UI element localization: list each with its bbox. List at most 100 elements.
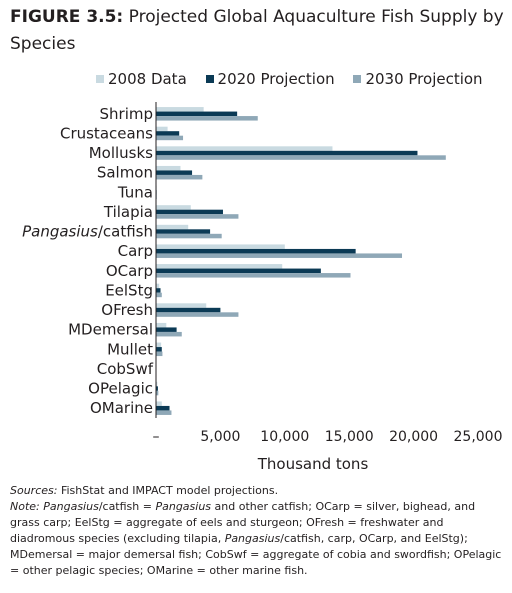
bar-2030-projection — [156, 273, 351, 278]
bar-2008-data — [156, 126, 168, 132]
x-tick-label: 10,000 — [260, 429, 309, 445]
bar-2020-projection — [156, 131, 180, 136]
legend-item-2008: 2008 Data — [96, 70, 192, 88]
bar-2030-projection — [156, 135, 184, 141]
note-label: Note: — [10, 500, 40, 513]
bar-2020-projection — [156, 150, 418, 156]
note-text-segment: Pangasius — [224, 532, 281, 545]
category-label-part: MDemersal — [68, 321, 153, 339]
bar-2008-data — [156, 303, 207, 308]
bar-2020-projection — [156, 209, 223, 215]
bar-2020-projection — [156, 170, 193, 175]
bar-2008-data — [156, 381, 158, 387]
category-label-part: Crustaceans — [60, 124, 153, 142]
category-label-part: Salmon — [97, 164, 153, 182]
category-label-part: Shrimp — [100, 105, 154, 123]
sources-line: Sources: FishStat and IMPACT model proje… — [10, 483, 505, 499]
category-label-part: Tilapia — [103, 203, 153, 221]
bar-2008-data — [156, 342, 162, 348]
legend-label-2020: 2020 Projection — [217, 70, 335, 88]
bar-2020-projection — [156, 229, 211, 234]
bar-2030-projection — [156, 351, 163, 357]
bar-2008-data — [156, 283, 160, 289]
figure-notes: Sources: FishStat and IMPACT model proje… — [10, 483, 505, 579]
bar-2020-projection — [156, 307, 221, 313]
x-tick-label: 25,000 — [454, 429, 503, 445]
category-label-part: /catfish — [98, 223, 153, 241]
legend-label-2008: 2008 Data — [108, 70, 187, 88]
bar-2008-data — [156, 224, 189, 230]
bar-2030-projection — [156, 155, 446, 160]
bar-2020-projection — [156, 111, 238, 117]
chart-legend: 2008 Data 2020 Projection 2030 Projectio… — [96, 70, 497, 88]
legend-item-2030: 2030 Projection — [353, 70, 483, 88]
category-label-part: Pangasius — [22, 223, 98, 241]
figure-label: FIGURE 3.5: — [10, 7, 124, 27]
x-tick-label: 20,000 — [389, 429, 438, 445]
bar-2008-data — [156, 205, 191, 210]
category-label: OFresh — [101, 301, 153, 319]
note-text-segment: Pangasius — [155, 500, 212, 513]
category-label: Salmon — [97, 164, 153, 182]
category-label: Mullet — [107, 340, 153, 358]
bar-2030-projection — [156, 292, 162, 298]
x-axis-title: Thousand tons — [257, 455, 369, 473]
figure-title-text: Projected Global Aquaculture Fish Supply… — [10, 7, 504, 54]
legend-label-2030: 2030 Projection — [365, 70, 483, 88]
figure-title: FIGURE 3.5: Projected Global Aquaculture… — [10, 4, 505, 58]
note-line: Note: Pangasius/catfish = Pangasius and … — [10, 499, 505, 579]
category-label: Crustaceans — [60, 124, 153, 142]
bar-2030-projection — [156, 410, 172, 415]
category-label: Carp — [118, 242, 153, 260]
category-label: CobSwf — [97, 360, 154, 378]
category-label-part: Tuna — [117, 183, 153, 201]
category-label: Mollusks — [89, 144, 153, 162]
sources-text: FishStat and IMPACT model projections. — [60, 484, 279, 497]
category-label-part: EelStg — [105, 281, 153, 299]
sources-label: Sources: — [10, 484, 58, 497]
x-tick-label: – — [153, 429, 160, 445]
bar-2020-projection — [156, 288, 161, 293]
note-text-segment: /catfish, carp, OCarp, and EelStg); MDem… — [10, 532, 502, 577]
x-tick-label: 15,000 — [325, 429, 374, 445]
category-label: OPelagic — [88, 380, 153, 398]
legend-swatch-2008 — [96, 75, 104, 83]
bar-2008-data — [156, 264, 283, 269]
bar-2030-projection — [156, 116, 258, 121]
bar-2030-projection — [156, 253, 403, 258]
note-text-segment: /catfish = — [98, 500, 156, 513]
bar-2008-data — [156, 107, 204, 112]
category-label-part: OFresh — [101, 301, 153, 319]
category-label-part: OMarine — [90, 399, 153, 417]
bar-2020-projection — [156, 347, 162, 352]
category-label-part: OPelagic — [88, 380, 153, 398]
bar-2030-projection — [156, 233, 222, 239]
category-label-part: CobSwf — [97, 360, 154, 378]
category-label: OCarp — [106, 262, 153, 280]
category-label: OMarine — [90, 399, 153, 417]
bar-2008-data — [156, 322, 167, 328]
category-label: Pangasius/catfish — [22, 223, 153, 241]
bar-2008-data — [156, 165, 181, 171]
bar-2020-projection — [156, 405, 170, 411]
bar-2030-projection — [156, 174, 203, 180]
legend-swatch-2030 — [353, 75, 362, 83]
category-label: Tilapia — [103, 203, 153, 221]
bar-2008-data — [156, 401, 162, 406]
bar-2020-projection — [156, 327, 177, 332]
category-label: MDemersal — [68, 321, 153, 339]
bar-2030-projection — [156, 214, 239, 219]
bar-2020-projection — [156, 248, 356, 254]
x-tick-label: 5,000 — [200, 429, 240, 445]
category-label-part: Carp — [118, 242, 153, 260]
category-label: EelStg — [105, 281, 153, 299]
category-label-part: OCarp — [106, 262, 153, 280]
note-text-segment: and other catfish; OCarp = silver, bighe… — [10, 500, 476, 545]
bar-2020-projection — [156, 386, 158, 391]
bar-2008-data — [156, 146, 333, 151]
category-label: Tuna — [117, 183, 153, 201]
bar-2030-projection — [156, 312, 239, 317]
category-label-part: Mollusks — [89, 144, 153, 162]
bar-2020-projection — [156, 268, 321, 274]
